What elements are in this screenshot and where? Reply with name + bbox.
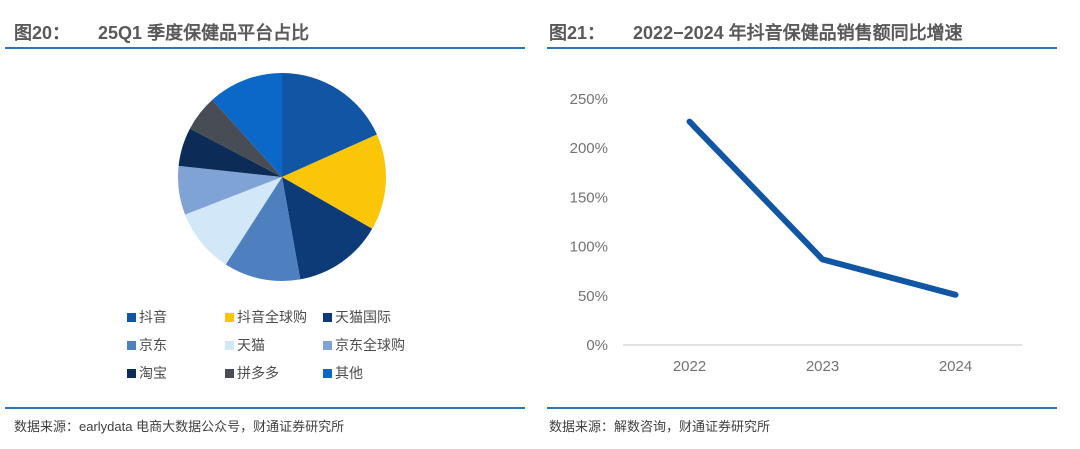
left-source-text: 数据来源：earlydata 电商大数据公众号，财通证券研究所 xyxy=(14,419,345,434)
y-tick-label: 0% xyxy=(586,337,608,354)
legend-label: 天猫国际 xyxy=(335,309,391,325)
left-title-underline xyxy=(5,47,525,49)
pie-slice-拼多多 xyxy=(189,99,282,177)
legend-label: 拼多多 xyxy=(237,365,279,381)
legend-item: 京东全球购 xyxy=(323,337,405,353)
x-tick-label: 2022 xyxy=(673,358,706,375)
pie-slice-京东全球购 xyxy=(177,165,282,215)
right-panel: 图21： 2022−2024 年抖音保健品销售额同比增速 250% 200% 150%… xyxy=(547,0,1057,449)
right-source-divider xyxy=(547,407,1057,409)
trend-line xyxy=(686,118,959,298)
left-panel: 图20： 25Q1 季度保健品平台占比 抖音 抖音全球购 天猫国际京东 天猫 京东全球购淘… xyxy=(5,0,525,449)
right-source-text: 数据来源：解数咨询，财通证券研究所 xyxy=(549,419,771,434)
legend-label: 京东 xyxy=(139,337,167,353)
legend-label: 其他 xyxy=(335,365,363,381)
right-title-underline xyxy=(547,47,1057,49)
left-source-divider xyxy=(5,407,525,409)
legend-swatch xyxy=(323,340,332,350)
legend-swatch xyxy=(127,312,136,322)
legend-swatch xyxy=(323,312,332,322)
pie-legend: 抖音 抖音全球购 天猫国际京东 天猫 京东全球购淘宝 拼多多 其他 xyxy=(127,309,405,381)
x-tick-label: 2024 xyxy=(939,358,972,375)
y-tick-label: 200% xyxy=(570,140,608,157)
y-tick-label: 50% xyxy=(578,288,608,305)
legend-item: 拼多多 xyxy=(225,365,323,381)
left-figure-title: 图20： 25Q1 季度保健品平台占比 xyxy=(14,19,309,45)
legend-swatch xyxy=(127,340,136,350)
legend-item: 天猫 xyxy=(225,337,323,353)
pie-slice-抖音 xyxy=(282,73,377,177)
legend-label: 抖音 xyxy=(139,309,167,325)
legend-item: 京东 xyxy=(127,337,225,353)
legend-item: 其他 xyxy=(323,365,405,381)
legend-swatch xyxy=(127,368,136,378)
x-tick-label: 2023 xyxy=(806,358,839,375)
pie-slice-天猫 xyxy=(185,177,282,265)
y-tick-label: 150% xyxy=(570,189,608,206)
pie-slice-京东 xyxy=(225,177,301,281)
legend-swatch xyxy=(225,368,234,378)
pie-slice-其他 xyxy=(212,73,282,177)
left-figure-title-text: 25Q1 季度保健品平台占比 xyxy=(98,23,310,43)
legend-swatch xyxy=(225,340,234,350)
line-chart-svg: 250% 200% 150% 100% 50% 0% 2022 2023 2024 xyxy=(570,91,1022,375)
left-figure-label: 图20： xyxy=(14,23,71,43)
pie-slice-抖音全球购 xyxy=(282,134,387,229)
legend-item: 淘宝 xyxy=(127,365,225,381)
legend-item: 抖音全球购 xyxy=(225,309,323,325)
legend-label: 京东全球购 xyxy=(335,337,405,353)
y-tick-label: 250% xyxy=(570,91,608,108)
legend-label: 天猫 xyxy=(237,337,265,353)
legend-swatch xyxy=(323,368,332,378)
pie-slice-淘宝 xyxy=(178,128,282,177)
right-figure-title: 图21： 2022−2024 年抖音保健品销售额同比增速 xyxy=(549,19,963,45)
legend-item: 抖音 xyxy=(127,309,225,325)
pie-chart-svg xyxy=(177,73,387,281)
legend-item: 天猫国际 xyxy=(323,309,405,325)
pie-slice-天猫国际 xyxy=(282,177,373,280)
legend-label: 淘宝 xyxy=(139,365,167,381)
right-figure-label: 图21： xyxy=(549,23,606,43)
y-tick-label: 100% xyxy=(570,239,608,256)
legend-label: 抖音全球购 xyxy=(237,309,307,325)
right-figure-title-text: 2022−2024 年抖音保健品销售额同比增速 xyxy=(633,23,963,43)
legend-swatch xyxy=(225,312,234,322)
